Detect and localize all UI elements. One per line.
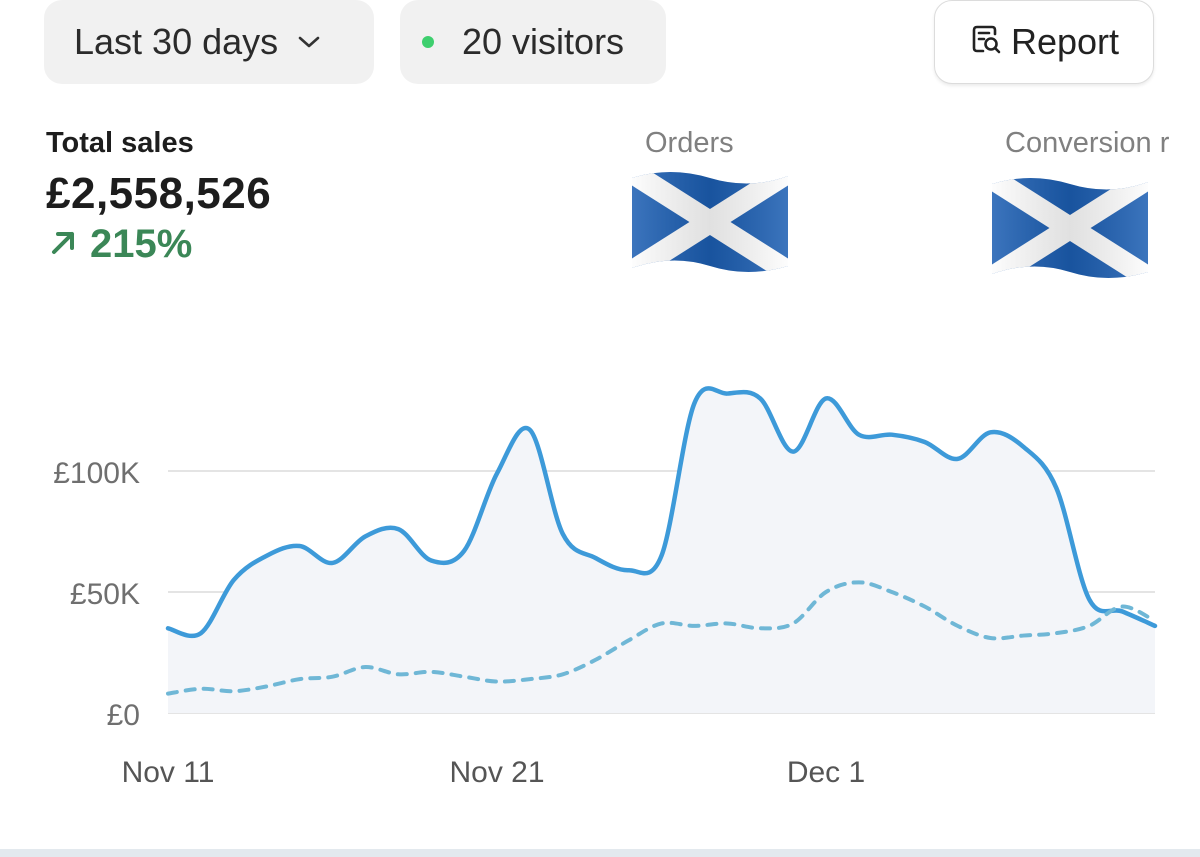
series-area	[168, 388, 1155, 713]
scotland-flag-icon	[628, 164, 792, 283]
y-tick-label: £0	[107, 699, 140, 732]
sales-trend: 215%	[46, 222, 271, 267]
series-line-current	[165, 386, 1158, 639]
total-sales-label: Total sales	[46, 127, 194, 159]
date-range-selector[interactable]: Last 30 days	[44, 0, 374, 84]
report-search-icon	[969, 23, 1003, 62]
orders-label: Orders	[645, 127, 734, 159]
chevron-down-icon	[296, 34, 322, 50]
y-tick-label: £50K	[70, 578, 140, 611]
date-range-label: Last 30 days	[74, 21, 279, 62]
conversion-metric[interactable]: Conversion r	[1005, 124, 1169, 162]
x-tick-label: Dec 1	[787, 756, 865, 789]
visitors-count: 20 visitors	[462, 21, 625, 62]
live-status-dot	[422, 36, 434, 48]
x-tick-label: Nov 21	[449, 756, 544, 789]
report-button[interactable]: Report	[934, 0, 1154, 84]
y-tick-label: £100K	[53, 457, 140, 490]
series-line-comparison	[166, 580, 1157, 696]
sales-chart: £0 £50K £100K Nov 11 Nov 21 Dec 1	[53, 386, 1158, 789]
orders-metric[interactable]: Orders	[645, 124, 734, 162]
arrow-up-right-icon	[46, 225, 80, 264]
page-footer-divider	[0, 849, 1200, 857]
visitors-indicator[interactable]: 20 visitors	[400, 0, 666, 84]
report-label: Report	[1010, 21, 1120, 62]
sales-change-percent: 215%	[90, 222, 193, 266]
conversion-label: Conversion r	[1005, 127, 1170, 159]
scotland-flag-icon	[988, 170, 1152, 289]
x-tick-label: Nov 11	[122, 756, 215, 789]
total-sales-metric[interactable]: Total sales £2,558,526 215%	[46, 124, 271, 267]
total-sales-value: £2,558,526	[46, 169, 272, 218]
